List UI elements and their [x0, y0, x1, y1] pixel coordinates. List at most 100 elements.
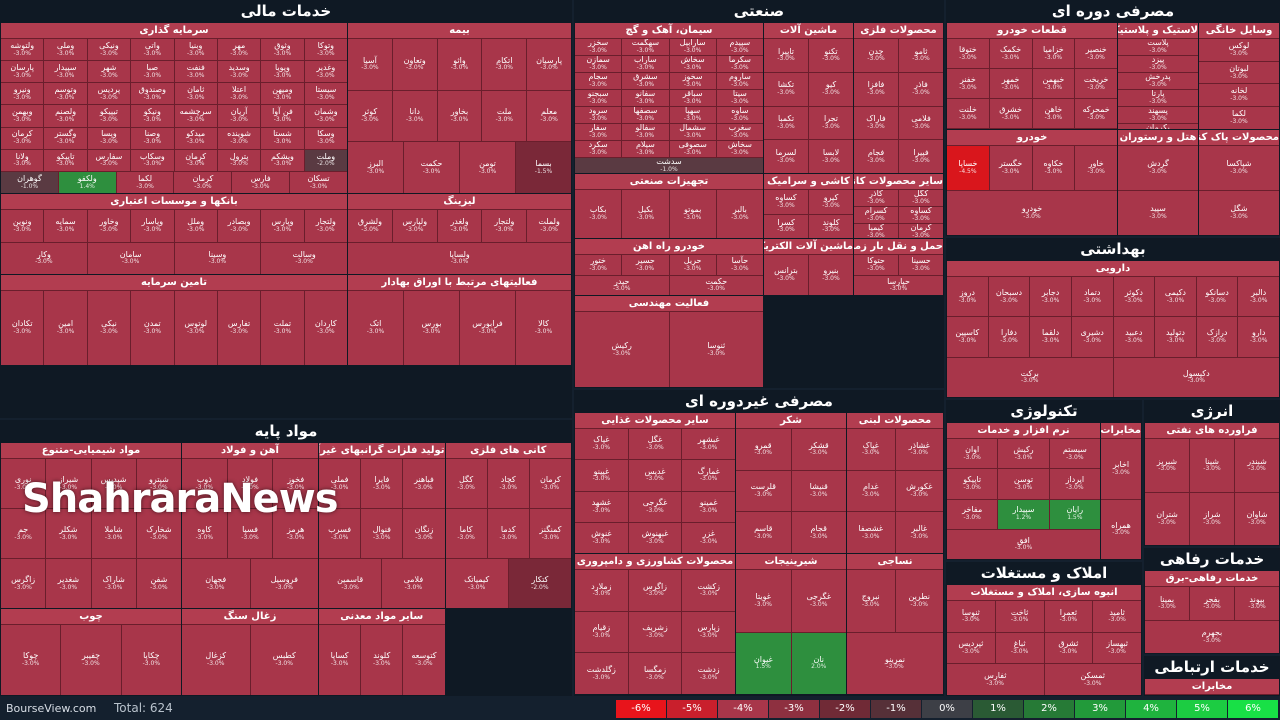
stock-tile[interactable]: تکشا -3.0% [764, 72, 808, 106]
stock-tile[interactable]: ثبهساز -3.0% [1093, 632, 1141, 664]
stock-tile[interactable]: بیوند -3.0% [1235, 587, 1279, 620]
industry-box[interactable]: هتل و رستوران گردش -3.0% سپید -3.0% [1118, 129, 1198, 235]
stock-tile[interactable]: ولپارس -3.0% [392, 210, 437, 242]
stock-tile[interactable]: کتوسعه -3.0% [403, 625, 445, 695]
legend-swatch[interactable]: -4% [718, 700, 768, 718]
stock-tile[interactable]: رکیش -3.0% [998, 439, 1049, 469]
stock-tile[interactable]: شستا -3.0% [261, 127, 304, 149]
stock-tile[interactable]: دارو -3.0% [1238, 317, 1279, 357]
stock-tile[interactable]: سدشت -1.0% [575, 158, 763, 173]
stock-tile[interactable]: همراه -3.0% [1101, 499, 1141, 559]
stock-tile[interactable]: معلم -3.0% [527, 90, 571, 142]
stock-tile[interactable]: پارتا -3.0% [1118, 90, 1198, 106]
stock-tile[interactable]: کمنگنز -3.0% [529, 509, 571, 558]
stock-tile[interactable]: شبندر -3.0% [1235, 439, 1279, 492]
stock-tile[interactable]: گوهران -1.0% [1, 171, 58, 193]
stock-tile[interactable]: واتی -3.0% [131, 39, 174, 61]
stock-tile[interactable]: وغدیر -3.0% [304, 61, 347, 83]
stock-tile[interactable]: قلرست -3.0% [736, 470, 791, 512]
stock-tile[interactable]: گردش -3.0% [1118, 145, 1198, 190]
stock-tile[interactable]: غبهنوش -3.0% [628, 522, 682, 553]
stock-tile[interactable]: ثباغ -3.0% [995, 632, 1044, 664]
stock-tile[interactable]: خاهن -3.0% [1032, 99, 1075, 129]
stock-tile[interactable]: بنیرو -3.0% [809, 255, 853, 295]
stock-tile[interactable]: زملارد -3.0% [575, 570, 628, 611]
industry-box[interactable]: خودرو راه اهن ختور -3.0% حسیر -3.0% حریل -3.0%… [575, 239, 763, 295]
stock-tile[interactable]: پکرمان-3.0% [1118, 124, 1198, 129]
stock-tile[interactable]: غگرجی -3.0% [791, 570, 846, 632]
industry-box[interactable]: کاشی و سرامیک کساوه -3.0% کپرو -3.0% کسرا -3.0… [764, 174, 853, 238]
stock-tile[interactable]: دکپسول -3.0% [1113, 357, 1279, 397]
stock-tile[interactable]: خگستر -3.0% [989, 145, 1032, 190]
stock-tile[interactable]: دسبحان -3.0% [988, 277, 1030, 317]
stock-tile[interactable]: پترول -3.0% [217, 149, 261, 171]
stock-tile[interactable]: خفنر -3.0% [947, 69, 989, 99]
stock-tile[interactable]: سمازن -3.0% [575, 56, 622, 72]
stock-tile[interactable]: وملی -3.0% [44, 39, 87, 61]
stock-tile[interactable]: شکلر -3.0% [46, 509, 91, 558]
stock-tile[interactable]: کرمان -3.0% [174, 149, 217, 171]
stock-tile[interactable]: حکمت -3.0% [669, 275, 763, 295]
stock-tile[interactable]: سهپا -3.0% [669, 107, 716, 123]
stock-tile[interactable]: شاملا -3.0% [91, 509, 136, 558]
legend-swatch[interactable]: 2% [1024, 700, 1074, 718]
stock-tile[interactable]: دفارا -3.0% [988, 317, 1030, 357]
stock-tile[interactable]: فلامی -3.0% [382, 559, 445, 608]
stock-tile[interactable]: ونیرو -3.0% [1, 83, 44, 105]
stock-tile[interactable]: لخانه -3.0% [1199, 84, 1279, 106]
stock-tile[interactable]: وصنا -3.0% [131, 127, 174, 149]
stock-tile[interactable]: لوکس -3.0% [1199, 39, 1279, 61]
industry-box[interactable]: محصولات پاک کنندهشپاکسا-3.0%شگل-3.0% [1199, 129, 1279, 235]
industry-box[interactable]: مواد شیمیایی-متنوع نوری -3.0% شیراز -3.0% شپد… [1, 443, 181, 608]
stock-tile[interactable]: تجرا -3.0% [809, 106, 853, 140]
stock-tile[interactable]: پلاست -3.0% [1118, 39, 1198, 55]
stock-tile[interactable]: رایان 1.5% [1049, 499, 1100, 529]
industry-box[interactable]: فراورده های نفتی شبریز -3.0% شپنا -3.0% شبندر… [1145, 423, 1279, 545]
stock-tile[interactable]: اخابر -3.0% [1101, 439, 1141, 499]
stock-tile[interactable]: بموتو -3.0% [669, 190, 716, 238]
legend-swatch[interactable]: 3% [1075, 700, 1125, 718]
stock-tile[interactable]: غویتا -3.0% [736, 570, 791, 632]
stock-tile[interactable]: کیو -3.0% [809, 72, 853, 106]
stock-tile[interactable]: پارسیان -3.0% [527, 39, 571, 90]
stock-tile[interactable]: غکورش -3.0% [895, 470, 943, 512]
stock-tile[interactable]: دسانکو -3.0% [1196, 277, 1238, 317]
industry-box[interactable]: خودرو خساپا -4.5% خگستر -3.0% خکاوه -3.0% خاور -… [947, 129, 1117, 235]
stock-tile[interactable]: البرز -3.0% [348, 142, 403, 193]
stock-tile[interactable]: حریل -3.0% [669, 255, 716, 275]
industry-box[interactable]: حمل و نقل بار زمینیحتوکا-3.0%حسینا-3.0%ح… [854, 239, 943, 295]
stock-tile[interactable]: ولتجار -3.0% [482, 210, 527, 242]
stock-tile[interactable]: وملل -3.0% [174, 210, 217, 242]
stock-tile[interactable]: لکما -3.0% [116, 171, 174, 193]
stock-tile[interactable]: فروسیل -3.0% [250, 559, 318, 608]
stock-tile[interactable]: وگستر -3.0% [44, 127, 87, 149]
stock-tile[interactable]: غپینو -3.0% [575, 460, 628, 491]
stock-tile[interactable]: ثشرق -3.0% [1044, 632, 1093, 664]
stock-tile[interactable]: سپید -3.0% [1118, 190, 1198, 235]
stock-tile[interactable]: کرمان -3.0% [1, 127, 44, 149]
stock-tile[interactable]: پسهند -3.0% [1118, 107, 1198, 123]
stock-tile[interactable]: میدکو -3.0% [174, 127, 217, 149]
stock-tile[interactable]: نطرین -3.0% [895, 570, 943, 632]
stock-tile[interactable]: ثامید -3.0% [1093, 601, 1141, 632]
stock-tile[interactable]: سپیدم -3.0% [716, 39, 763, 55]
stock-tile[interactable]: تومن -3.0% [460, 142, 515, 193]
stock-tile[interactable]: دانا -3.0% [392, 90, 437, 142]
stock-tile[interactable]: تکمبا -3.0% [764, 106, 808, 140]
stock-tile[interactable]: فسپا -3.0% [227, 509, 273, 558]
stock-tile[interactable]: قاسم -3.0% [736, 512, 791, 553]
stock-tile[interactable]: لکما -3.0% [1199, 106, 1279, 129]
stock-tile[interactable]: ختور -3.0% [575, 255, 622, 275]
stock-tile[interactable]: فخوز -3.0% [273, 459, 318, 508]
stock-tile[interactable]: تکنو -3.0% [809, 39, 853, 72]
stock-tile[interactable]: فافزا -3.0% [854, 72, 898, 106]
stock-tile[interactable]: وخاور -3.0% [87, 210, 131, 242]
stock-tile[interactable]: سفار -3.0% [575, 124, 622, 140]
stock-tile[interactable]: کیمیاتک -3.0% [445, 559, 508, 608]
stock-tile[interactable]: سیستا -3.0% [304, 83, 347, 105]
stock-tile[interactable]: بکاب -3.0% [575, 190, 622, 238]
stock-tile[interactable]: کگل -3.0% [899, 190, 943, 206]
stock-tile[interactable]: نمرینو -3.0% [847, 632, 943, 694]
stock-tile[interactable]: ولساپا -3.0% [348, 242, 571, 274]
stock-tile[interactable]: شتران -3.0% [1145, 492, 1189, 545]
